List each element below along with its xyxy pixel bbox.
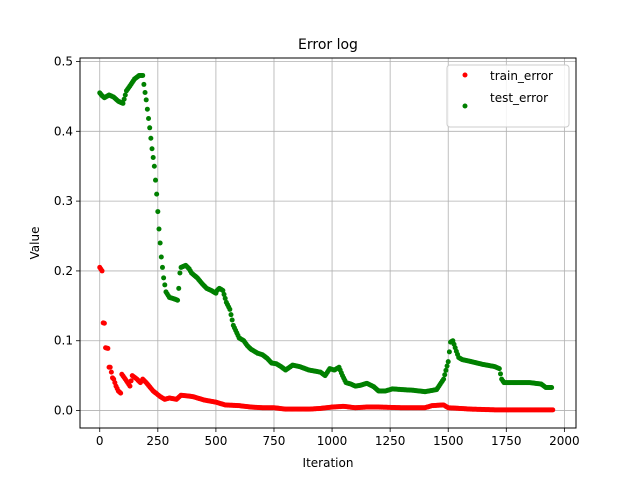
y-tick-label: 0.1 [54,334,73,348]
data-point [220,287,226,293]
data-point [446,349,452,355]
data-point [118,390,124,396]
data-point [157,240,163,246]
data-point [149,146,155,152]
legend-marker-train-error [462,72,468,78]
x-tick-label: 1250 [375,434,406,448]
series-test-error [97,72,555,395]
data-point [222,295,228,301]
x-tick-label: 250 [146,434,169,448]
chart-title: Error log [298,37,358,53]
data-point [146,116,152,121]
y-tick-label: 0.0 [54,404,73,418]
data-point [127,383,133,389]
x-tick-label: 500 [204,434,227,448]
data-point [150,154,156,160]
data-point [442,372,448,378]
data-point [549,385,555,391]
data-point [141,81,147,87]
legend: train_error test_error [446,64,570,128]
data-point [120,100,126,106]
data-point [441,376,447,382]
y-tick-label: 0.4 [54,124,73,138]
series-train-error [97,264,556,413]
x-tick-label: 750 [263,434,286,448]
data-point [550,407,556,413]
x-tick-label: 0 [96,434,104,448]
y-axis-label: Value [28,227,42,260]
data-point [140,72,146,78]
data-point [151,163,157,169]
x-tick-label: 1500 [433,434,464,448]
plot-frame [79,57,577,429]
legend-label-test-error: test_error [490,91,548,105]
data-point [122,92,128,98]
data-point [144,106,150,112]
data-point [108,369,114,375]
y-tick-label: 0.5 [54,54,73,68]
legend-marker-test-error [462,103,468,109]
legend-label-train-error: train_error [490,69,553,83]
y-tick-label: 0.3 [54,194,73,208]
data-point [121,96,127,102]
axis-ticks: 0 250 500 750 1000 1250 1500 1750 2000 0.0 0.1 0.2 0… [54,54,580,448]
data-point [176,285,182,291]
x-axis-label: Iteration [303,456,354,470]
legend-box [446,64,570,128]
y-tick-label: 0.2 [54,264,73,278]
data-point [177,270,183,276]
data-point [143,97,149,103]
data-point [105,345,111,351]
data-point [107,364,113,370]
data-point [445,359,451,365]
data-point [156,226,162,232]
x-tick-label: 2000 [549,434,580,448]
data-point [155,209,161,215]
data-points [97,72,556,413]
data-point [158,254,164,260]
data-point [101,320,107,326]
data-point [229,317,235,323]
data-point [148,135,154,141]
data-point [444,363,450,369]
data-point [498,371,503,377]
data-point [99,268,105,274]
data-point [159,264,165,270]
data-point [161,275,167,281]
data-point [228,312,234,318]
data-point [227,306,233,312]
data-point [154,191,160,197]
data-point [175,297,181,303]
data-point [147,125,153,131]
data-point [128,378,134,384]
data-point [443,367,449,373]
data-point [496,366,502,372]
data-point [142,89,148,95]
data-point [162,282,168,288]
data-point [221,291,227,297]
x-tick-label: 1750 [491,434,522,448]
x-tick-label: 1000 [317,434,348,448]
data-point [153,177,158,183]
